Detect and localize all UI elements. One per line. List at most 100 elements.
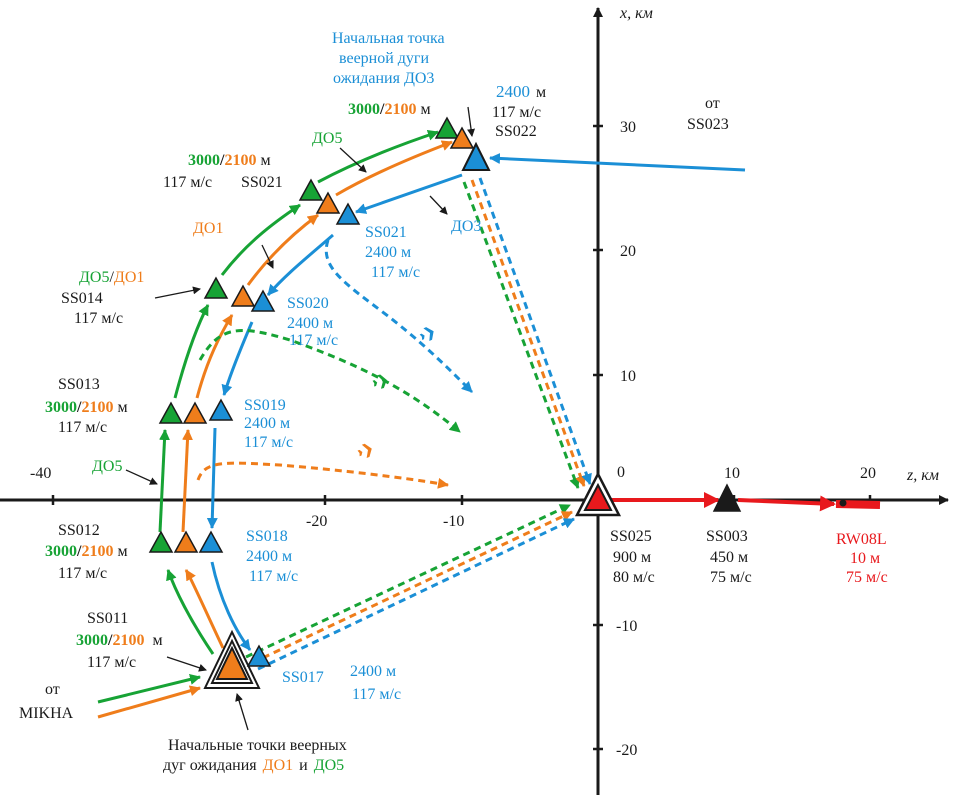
runway-threshold-marker	[839, 499, 847, 507]
svg-text:ожидания ДО3: ожидания ДО3	[333, 70, 434, 87]
svg-text:SS021: SS021	[241, 174, 283, 191]
svg-text:MIKHA: MIKHA	[19, 705, 74, 722]
waypoint-do5-ss021	[298, 178, 324, 201]
svg-text:RW08L: RW08L	[836, 531, 887, 548]
waypoint-do3-ss019	[208, 398, 234, 421]
svg-text:SS020: SS020	[287, 295, 329, 312]
svg-text:SS023: SS023	[687, 116, 729, 133]
svg-text:SS025: SS025	[610, 528, 652, 545]
svg-text:80 м/с: 80 м/с	[613, 569, 655, 586]
waypoint-do3-ss018	[198, 530, 224, 553]
waypoint-label-ss017: SS017 2400 м 117 м/с	[282, 663, 401, 703]
route-do5	[158, 129, 439, 655]
svg-text:117 м/с: 117 м/с	[289, 332, 338, 349]
do5-branch	[198, 329, 461, 434]
waypoint-label-ss019: SS019 2400 м 117 м/с	[244, 397, 293, 451]
svg-text:SS019: SS019	[244, 397, 286, 414]
final-approach-dashed	[245, 177, 592, 671]
axes: x, км z, км 0 -40 -20 -10 10 20 30 20 10…	[0, 5, 949, 795]
svg-text:2400 м: 2400 м	[287, 315, 333, 332]
svg-text:SS003: SS003	[706, 528, 748, 545]
svg-text:117 м/с: 117 м/с	[58, 419, 107, 436]
waypoint-do1-ss012	[173, 530, 199, 553]
svg-text:SS013: SS013	[58, 376, 100, 393]
x-tick-label: 10	[620, 368, 636, 385]
route-do1	[181, 140, 453, 649]
svg-text:117 м/с: 117 м/с	[371, 264, 420, 281]
svg-text:SS012: SS012	[58, 522, 100, 539]
svg-text:SS014: SS014	[61, 290, 103, 307]
svg-text:SS018: SS018	[246, 528, 288, 545]
waypoint-do3-ss021	[335, 202, 361, 225]
svg-text:117 м/с: 117 м/с	[244, 434, 293, 451]
runway-segment	[610, 492, 881, 512]
waypoint-label-rw08l: RW08L 10 м 75 м/с	[836, 531, 888, 586]
waypoint-label-ss011: SS011 3000/2100 м 117 м/с	[76, 610, 163, 671]
x-tick-label: -10	[616, 618, 637, 635]
svg-text:Начальные точки веерных: Начальные точки веерных	[168, 737, 347, 754]
z-tick-label: 10	[724, 465, 740, 482]
waypoint-label-ss014: ДО5/ДО1 SS014 117 м/с	[61, 269, 144, 327]
svg-text:2400 м: 2400 м	[350, 663, 396, 680]
waypoint-do5-ss012	[148, 530, 174, 553]
airplane-icon	[356, 440, 379, 460]
waypoint-label-ss021-right: SS021 2400 м 117 м/с	[365, 224, 420, 281]
route-from-mikha-do1	[97, 685, 201, 719]
svg-text:75 м/с: 75 м/с	[710, 569, 752, 586]
waypoint-do1-ss022	[449, 126, 475, 149]
origin-label: 0	[617, 464, 625, 481]
alt-label-ss022: 3000/2100 м	[348, 101, 431, 118]
do3-start-annotation: Начальная точка веерной дуги ожидания ДО…	[332, 30, 445, 87]
route-label-do5: ДО5	[312, 130, 342, 147]
waypoint-label-ss003: SS003 450 м 75 м/с	[706, 528, 752, 586]
waypoint-do5-ss014	[203, 276, 229, 299]
waypoint-do5-ss022	[434, 116, 460, 139]
waypoint-label-ss021-left: 3000/2100 м 117 м/с SS021	[163, 152, 283, 191]
route-from-ss023	[489, 152, 746, 172]
svg-text:450 м: 450 м	[710, 549, 748, 566]
waypoint-ss011	[215, 645, 249, 680]
x-tick-label: 20	[620, 243, 636, 260]
svg-text:SS011: SS011	[87, 610, 128, 627]
do1-do5-start-annotation: Начальные точки веерных дуг ожидания ДО1 и…	[163, 737, 347, 774]
pointer-arrows	[125, 106, 476, 731]
from-ss023-label: от SS023	[687, 95, 729, 133]
waypoint-do3-ss022	[461, 141, 491, 171]
svg-text:веерной дуги: веерной дуги	[339, 50, 429, 67]
waypoint-do1-ss021	[315, 191, 341, 214]
svg-text:117 м/с: 117 м/с	[352, 686, 401, 703]
waypoint-ss003	[712, 483, 742, 512]
route-do3	[206, 173, 463, 651]
do1-branch	[196, 461, 449, 489]
x-axis-label: x, км	[619, 5, 653, 22]
airplane-icon	[417, 322, 442, 344]
route-label-do5-left: ДО5	[92, 458, 122, 475]
svg-text:10 м: 10 м	[850, 550, 880, 567]
waypoint-do5-ss013	[158, 401, 184, 424]
from-mikha-label: от MIKHA	[19, 681, 74, 722]
x-tick-label: -20	[616, 742, 637, 759]
z-tick-label: -40	[30, 465, 51, 482]
svg-text:от: от	[45, 681, 60, 698]
waypoint-do1-ss013	[182, 401, 208, 424]
svg-text:900 м: 900 м	[613, 549, 651, 566]
svg-text:ДО5/ДО1: ДО5/ДО1	[79, 269, 144, 286]
route-label-do1: ДО1	[193, 220, 223, 237]
do3-branch	[324, 239, 474, 394]
svg-text:2400 м: 2400 м	[244, 415, 290, 432]
x-tick-label: 30	[620, 119, 636, 136]
z-axis-label: z, км	[906, 467, 939, 484]
waypoint-do1-ss014	[230, 284, 256, 307]
svg-text:117 м/с: 117 м/с	[249, 568, 298, 585]
svg-text:от: от	[705, 95, 720, 112]
z-tick-label: 20	[860, 465, 876, 482]
svg-text:117 м/с: 117 м/с	[492, 104, 541, 121]
